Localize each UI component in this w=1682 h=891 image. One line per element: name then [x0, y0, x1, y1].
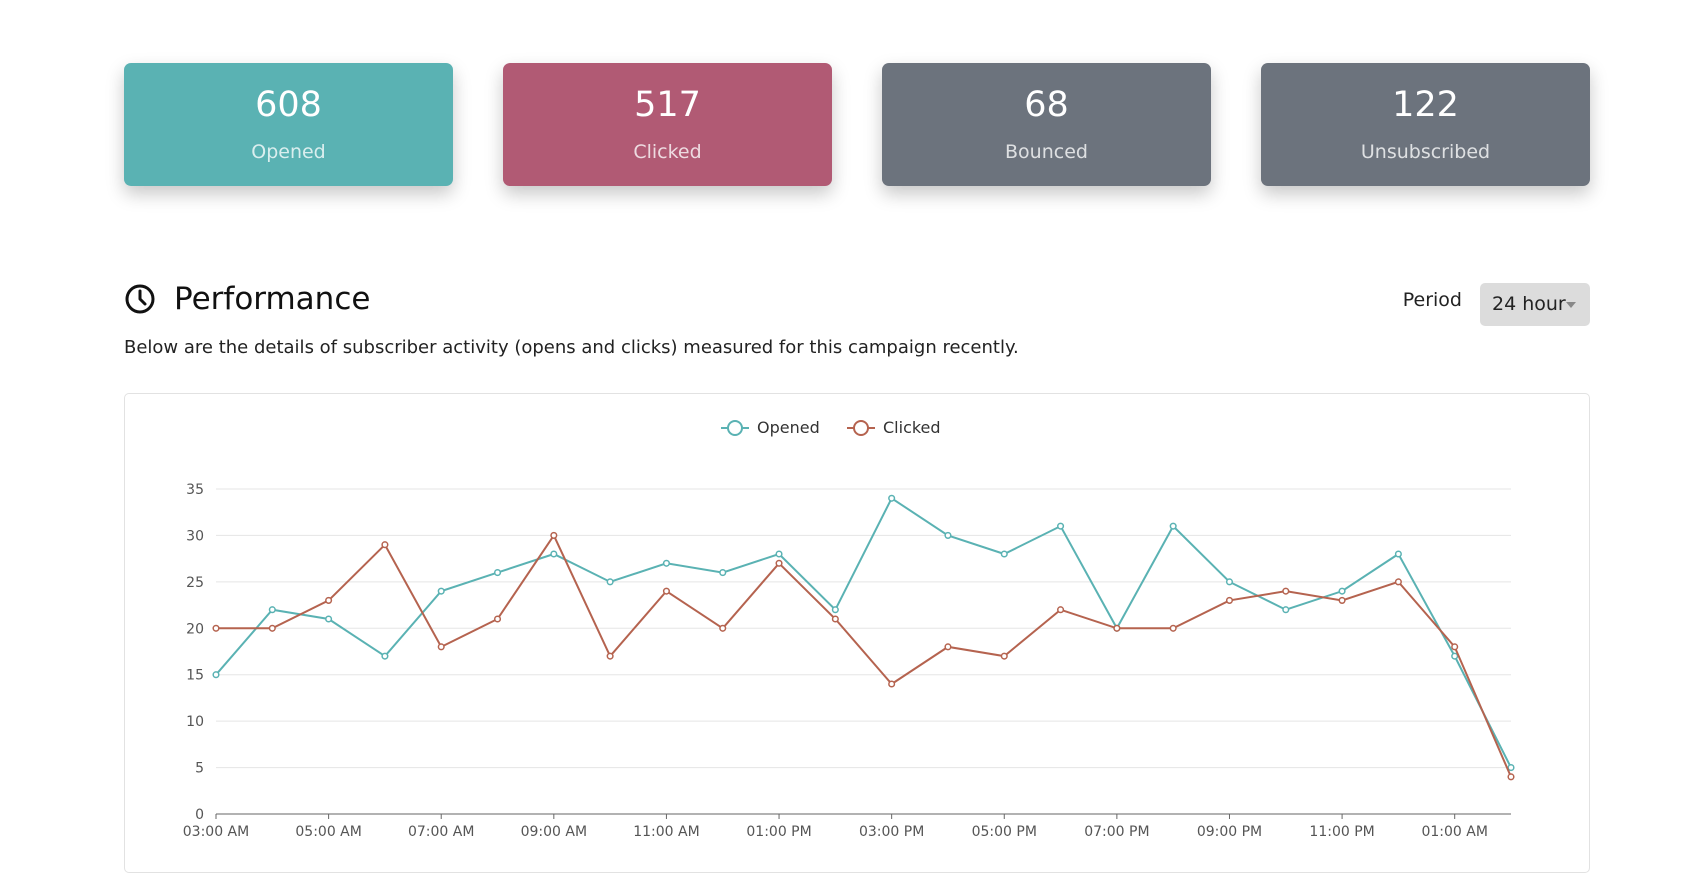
- x-tick-label: 03:00 AM: [183, 824, 249, 840]
- data-point-opened: [381, 652, 389, 660]
- data-point-clicked: [1000, 652, 1008, 660]
- data-point-clicked: [1113, 624, 1121, 632]
- x-tick-label: 11:00 PM: [1309, 824, 1374, 840]
- performance-header: Performance Period 24 hour: [124, 278, 1590, 328]
- legend-swatch-clicked: [853, 420, 869, 436]
- data-point-clicked: [550, 531, 558, 539]
- series-line-opened: [215, 496, 1512, 769]
- y-tick-label: 5: [195, 761, 204, 777]
- data-point-clicked: [381, 541, 389, 549]
- y-tick-label: 20: [186, 621, 204, 637]
- page-title: Performance: [174, 281, 371, 317]
- data-point-opened: [550, 550, 558, 558]
- data-point-clicked: [212, 624, 220, 632]
- period-value: 24 hour: [1492, 293, 1566, 315]
- data-point-opened: [831, 606, 839, 614]
- data-point-opened: [1507, 764, 1515, 772]
- data-point-opened: [437, 587, 445, 595]
- y-tick-label: 30: [186, 528, 204, 544]
- x-tick-label: 03:00 PM: [859, 824, 924, 840]
- stat-card-unsubscribed: 122 Unsubscribed: [1261, 63, 1590, 186]
- y-tick-label: 10: [186, 714, 204, 730]
- data-point-opened: [606, 578, 614, 586]
- data-point-opened: [268, 606, 276, 614]
- period-select[interactable]: 24 hour: [1480, 283, 1590, 326]
- data-point-clicked: [1169, 624, 1177, 632]
- data-point-opened: [1394, 550, 1402, 558]
- stat-label: Clicked: [633, 141, 702, 163]
- x-tick-label: 01:00 AM: [1421, 824, 1487, 840]
- data-point-opened: [1282, 606, 1290, 614]
- data-point-opened: [1338, 587, 1346, 595]
- data-point-clicked: [1507, 773, 1515, 781]
- performance-line-chart: 0 5 10 15 20 25 30 35 03:00 AM 05:00 AM 07:00 AM 09…: [183, 418, 1515, 840]
- data-point-opened: [1225, 578, 1234, 586]
- stat-label: Unsubscribed: [1360, 141, 1491, 163]
- data-point-clicked: [1225, 596, 1234, 604]
- data-point-opened: [775, 550, 783, 558]
- data-point-clicked: [831, 615, 839, 623]
- data-point-clicked: [606, 652, 614, 660]
- data-point-opened: [719, 569, 727, 577]
- data-point-opened: [212, 671, 220, 679]
- data-point-clicked: [719, 624, 727, 632]
- stat-value: 122: [1392, 85, 1459, 125]
- data-point-clicked: [1394, 578, 1402, 586]
- stat-card-clicked: 517 Clicked: [503, 63, 832, 186]
- stat-card-opened: 608 Opened: [124, 63, 453, 186]
- data-point-opened: [944, 531, 952, 539]
- data-point-opened: [1451, 652, 1459, 660]
- data-point-clicked: [1451, 643, 1459, 651]
- clock-icon: [125, 284, 155, 314]
- data-point-clicked: [1057, 606, 1065, 614]
- x-tick-label: 07:00 PM: [1084, 824, 1149, 840]
- data-point-opened: [1000, 550, 1008, 558]
- data-point-clicked: [268, 624, 276, 632]
- x-tick-label: 09:00 PM: [1197, 824, 1262, 840]
- stat-label: Opened: [251, 141, 326, 163]
- y-tick-label: 0: [195, 807, 204, 823]
- y-tick-label: 35: [186, 482, 204, 498]
- data-point-clicked: [944, 643, 952, 651]
- performance-description: Below are the details of subscriber acti…: [124, 337, 1019, 358]
- data-point-opened: [1057, 522, 1065, 530]
- data-point-clicked: [1282, 587, 1290, 595]
- x-tick-label: 07:00 AM: [408, 824, 474, 840]
- chart-card: 0 5 10 15 20 25 30 35 03:00 AM 05:00 AM 07:00 AM 09…: [124, 393, 1590, 873]
- legend-swatch-opened: [727, 420, 743, 436]
- data-point-opened: [888, 494, 896, 502]
- data-point-clicked: [493, 615, 502, 623]
- data-point-opened: [493, 569, 502, 577]
- stat-card-bounced: 68 Bounced: [882, 63, 1211, 186]
- stat-label: Bounced: [1005, 141, 1088, 163]
- period-label: Period: [1402, 289, 1462, 311]
- series-line-clicked: [216, 533, 1512, 778]
- x-tick-label: 05:00 AM: [295, 824, 361, 840]
- data-point-opened: [1169, 522, 1177, 530]
- legend-label-clicked: Clicked: [883, 418, 941, 437]
- stat-value: 608: [255, 85, 322, 125]
- legend-label-opened: Opened: [757, 418, 820, 437]
- y-tick-label: 25: [186, 575, 204, 591]
- data-point-clicked: [1338, 596, 1346, 604]
- x-tick-label: 09:00 AM: [521, 824, 587, 840]
- x-tick-label: 01:00 PM: [746, 824, 811, 840]
- data-point-clicked: [662, 587, 670, 595]
- x-tick-label: 05:00 PM: [972, 824, 1037, 840]
- y-tick-label: 15: [186, 668, 204, 684]
- data-point-clicked: [888, 680, 896, 688]
- caret-down-icon: [1566, 302, 1576, 308]
- data-point-clicked: [325, 596, 333, 604]
- data-point-opened: [662, 559, 670, 567]
- data-point-clicked: [437, 643, 445, 651]
- data-point-clicked: [775, 559, 783, 567]
- stat-value: 68: [1024, 85, 1069, 125]
- x-tick-label: 11:00 AM: [633, 824, 699, 840]
- data-point-opened: [325, 615, 333, 623]
- stat-value: 517: [634, 85, 701, 125]
- stats-row: 608 Opened 517 Clicked 68 Bounced 122 Un…: [124, 63, 1590, 186]
